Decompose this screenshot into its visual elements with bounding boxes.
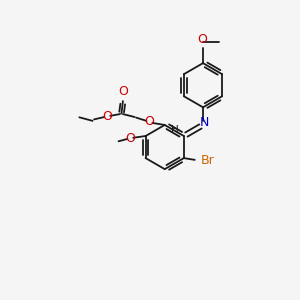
Text: N: N (200, 116, 209, 129)
Text: O: O (102, 110, 112, 123)
Text: O: O (125, 132, 135, 145)
Text: O: O (197, 33, 207, 46)
Text: H: H (170, 124, 178, 134)
Text: Br: Br (201, 154, 215, 167)
Text: O: O (145, 115, 154, 128)
Text: O: O (118, 85, 128, 98)
